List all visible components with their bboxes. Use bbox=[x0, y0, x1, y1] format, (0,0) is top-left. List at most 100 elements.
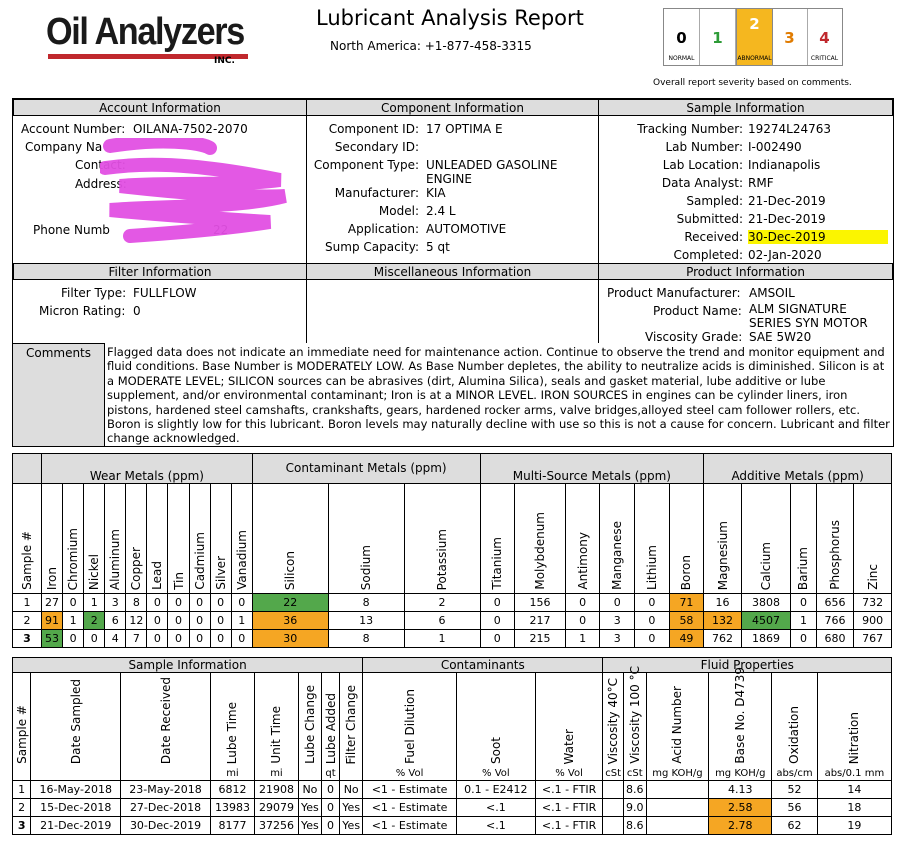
fluid-col-header: Unit Time mi bbox=[253, 672, 299, 781]
metals-cell: 766 bbox=[815, 611, 855, 630]
metals-col-header: Iron bbox=[40, 483, 64, 594]
metals-cell: 12 bbox=[125, 611, 148, 630]
fluid-col-header: Nitration abs/0.1 mm bbox=[816, 672, 893, 781]
metals-cell: 1 bbox=[790, 611, 817, 630]
fluid-cell: Yes bbox=[297, 798, 322, 817]
component-value: ENGINE bbox=[426, 172, 472, 186]
metals-cell: 1 bbox=[564, 629, 601, 648]
metals-col-header: Chromium bbox=[62, 483, 85, 594]
sample-info-label: Completed: bbox=[673, 248, 744, 262]
metals-cell: 71 bbox=[668, 593, 705, 612]
metals-col-header: Calcium bbox=[740, 483, 792, 594]
fluid-cell: 29079 bbox=[253, 798, 299, 817]
micron-value: 0 bbox=[133, 304, 141, 318]
metals-cell: 0 bbox=[188, 593, 211, 612]
metals-cell: 0 bbox=[167, 593, 190, 612]
fluid-cell: Yes bbox=[297, 816, 322, 835]
group-wear-metals: Wear Metals (ppm) bbox=[41, 453, 253, 484]
metals-cell: 0 bbox=[167, 629, 190, 648]
component-value: KIA bbox=[426, 186, 446, 200]
report-title: Lubricant Analysis Report bbox=[316, 6, 584, 30]
component-label: Sump Capacity: bbox=[325, 240, 419, 254]
severity-3: 3 bbox=[772, 9, 808, 65]
sample-info-value: RMF bbox=[748, 176, 774, 190]
metals-cell: 0 bbox=[188, 629, 211, 648]
metals-col-header: Vanadium bbox=[230, 483, 253, 594]
comments-text: Flagged data does not indicate an immedi… bbox=[107, 345, 890, 446]
metals-cell: 16 bbox=[703, 593, 742, 612]
fluid-cell: 30-Dec-2019 bbox=[120, 816, 211, 835]
metals-cell: 1 bbox=[403, 629, 481, 648]
fluid-cell: 52 bbox=[771, 780, 818, 799]
fluid-cell: 21908 bbox=[253, 780, 299, 799]
sample-info-value: 02-Jan-2020 bbox=[748, 248, 822, 262]
metals-cell: 3 bbox=[12, 629, 42, 648]
metals-cell: 2 bbox=[83, 611, 106, 630]
metals-cell: 22 bbox=[251, 593, 329, 612]
group-sample-information: Sample Information bbox=[11, 657, 364, 673]
metals-cell: 0 bbox=[790, 593, 817, 612]
metals-col-header: Lithium bbox=[634, 483, 670, 594]
metals-cell: 1 bbox=[12, 593, 42, 612]
metals-cell: 0 bbox=[62, 629, 85, 648]
metals-cell: 0 bbox=[230, 629, 253, 648]
metals-cell: 0 bbox=[209, 629, 232, 648]
metals-cell: 0 bbox=[634, 611, 670, 630]
filter-header: Filter Information bbox=[13, 263, 307, 280]
metals-cell: 767 bbox=[853, 629, 892, 648]
viscosity-grade-value: SAE 5W20 bbox=[749, 330, 812, 344]
metals-cell: 30 bbox=[251, 629, 329, 648]
severity-2-selected: 2 ABNORMAL bbox=[736, 8, 773, 66]
group-fluid-properties: Fluid Properties bbox=[602, 657, 892, 673]
metals-row: 3 53 0 0 4 7 0 0 0 0 0 30 8 1 0 215 1 3 0 49 762 1869 0 680 767 bbox=[12, 629, 892, 648]
metals-cell: 0 bbox=[230, 593, 253, 612]
metals-cell: 58 bbox=[668, 611, 705, 630]
sample-info-label: Sampled: bbox=[686, 194, 743, 208]
metals-col-header: Copper bbox=[125, 483, 148, 594]
metals-cell: 0 bbox=[83, 629, 106, 648]
metals-cell: 0 bbox=[599, 593, 636, 612]
severity-1: 1 bbox=[700, 9, 736, 65]
fluid-col-header: Water% Vol bbox=[534, 672, 604, 781]
fluid-col-header: Lube Time mi bbox=[209, 672, 255, 781]
metals-col-header: Molybdenum bbox=[514, 483, 566, 594]
sample-info-value: I-002490 bbox=[748, 140, 802, 154]
metals-col-header: Manganese bbox=[599, 483, 636, 594]
severity-0: 0 NORMAL bbox=[664, 9, 700, 65]
metals-cell: 156 bbox=[514, 593, 566, 612]
metals-cell: 132 bbox=[703, 611, 742, 630]
fluid-row: 1 16-May-2018 23-May-2018 6812 21908 No 0 No <1 … bbox=[11, 780, 893, 799]
metals-cell: 0 bbox=[634, 593, 670, 612]
product-manufacturer-value: AMSOIL bbox=[749, 286, 795, 300]
component-label: Model: bbox=[378, 204, 419, 218]
sample-info-header: Sample Information bbox=[598, 99, 893, 116]
fluid-cell: 23-May-2018 bbox=[120, 780, 211, 799]
metals-cell: 1 bbox=[62, 611, 85, 630]
fluid-cell: <.1 bbox=[455, 798, 536, 817]
metals-cell: 0 bbox=[564, 593, 601, 612]
component-header: Component Information bbox=[306, 99, 599, 116]
company-label: Company Na bbox=[25, 140, 103, 154]
metals-col-header: Zinc bbox=[853, 483, 892, 594]
phone-number: North America: +1-877-458-3315 bbox=[330, 39, 532, 53]
logo-text: Oil Analyzers bbox=[46, 11, 245, 53]
metals-col-header: Cadmium bbox=[188, 483, 211, 594]
metals-cell: 7 bbox=[125, 629, 148, 648]
fluid-cell: 0.1 - E2412 bbox=[455, 780, 536, 799]
metals-cell: 1 bbox=[83, 593, 106, 612]
metals-cell: 762 bbox=[703, 629, 742, 648]
account-number-value: OILANA-7502-2070 bbox=[133, 122, 248, 136]
filter-type-value: FULLFLOW bbox=[133, 286, 197, 300]
fluid-cell: <.1 bbox=[455, 816, 536, 835]
fluid-row: 3 21-Dec-2019 30-Dec-2019 8177 37256 Yes 0 Yes <… bbox=[11, 816, 893, 835]
metals-cell: 0 bbox=[479, 593, 516, 612]
metals-cell: 0 bbox=[790, 629, 817, 648]
fluid-cell: 18 bbox=[816, 798, 893, 817]
fluid-cell: 2 bbox=[11, 798, 32, 817]
fluid-cell: 8.6 bbox=[622, 816, 647, 835]
fluid-cell bbox=[645, 798, 710, 817]
metals-row: 2 91 1 2 6 12 0 0 0 0 1 36 13 6 0 217 0 3 0 58 132 4507 1 766 90… bbox=[12, 611, 892, 630]
metals-cell: 0 bbox=[209, 593, 232, 612]
fluid-cell: 27-Dec-2018 bbox=[120, 798, 211, 817]
metals-cell: 0 bbox=[479, 629, 516, 648]
